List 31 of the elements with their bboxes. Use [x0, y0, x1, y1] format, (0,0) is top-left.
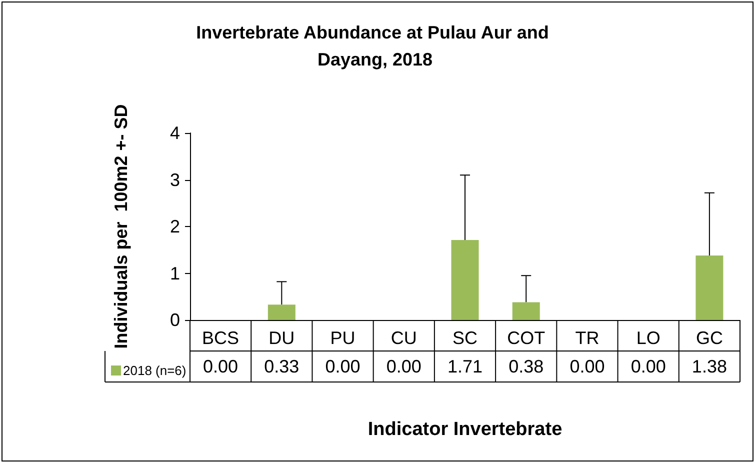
legend-label: 2018 (n=6) — [123, 363, 186, 378]
x-axis-title: Indicator Invertebrate — [368, 419, 562, 440]
x-tick-label: DU — [268, 328, 295, 348]
x-tick-label: LO — [636, 328, 660, 348]
data-label: 0.00 — [325, 356, 360, 376]
y-tick-label: 2 — [170, 216, 180, 236]
chart-title: Invertebrate Abundance at Pulau Aur and Dayang, 2018 — [196, 22, 554, 70]
data-label: 0.00 — [203, 356, 238, 376]
data-label: 1.71 — [447, 356, 483, 376]
bar — [696, 255, 724, 320]
bar — [451, 240, 479, 320]
data-label: 0.00 — [630, 356, 666, 376]
data-label: 0.33 — [264, 356, 300, 376]
x-tick-label: CU — [390, 328, 417, 348]
y-tick-label: 4 — [170, 123, 180, 143]
y-tick-label: 1 — [170, 263, 180, 284]
y-axis-title: Individuals per 100m2 +- SD — [111, 104, 131, 349]
bar — [268, 304, 296, 320]
x-tick-label: GC — [696, 328, 723, 348]
x-tick-label: TR — [575, 328, 600, 348]
x-tick-label: PU — [330, 328, 356, 348]
data-label: 0.38 — [508, 356, 544, 376]
data-label: 0.00 — [386, 356, 422, 376]
y-tick-label: 3 — [170, 170, 180, 190]
data-label: 1.38 — [692, 356, 727, 376]
y-tick-label: 0 — [170, 310, 180, 330]
x-tick-label: BCS — [202, 328, 240, 348]
x-tick-label: COT — [507, 328, 546, 348]
data-label: 0.00 — [570, 356, 605, 376]
x-tick-label: SC — [452, 328, 478, 348]
bar — [512, 302, 540, 320]
